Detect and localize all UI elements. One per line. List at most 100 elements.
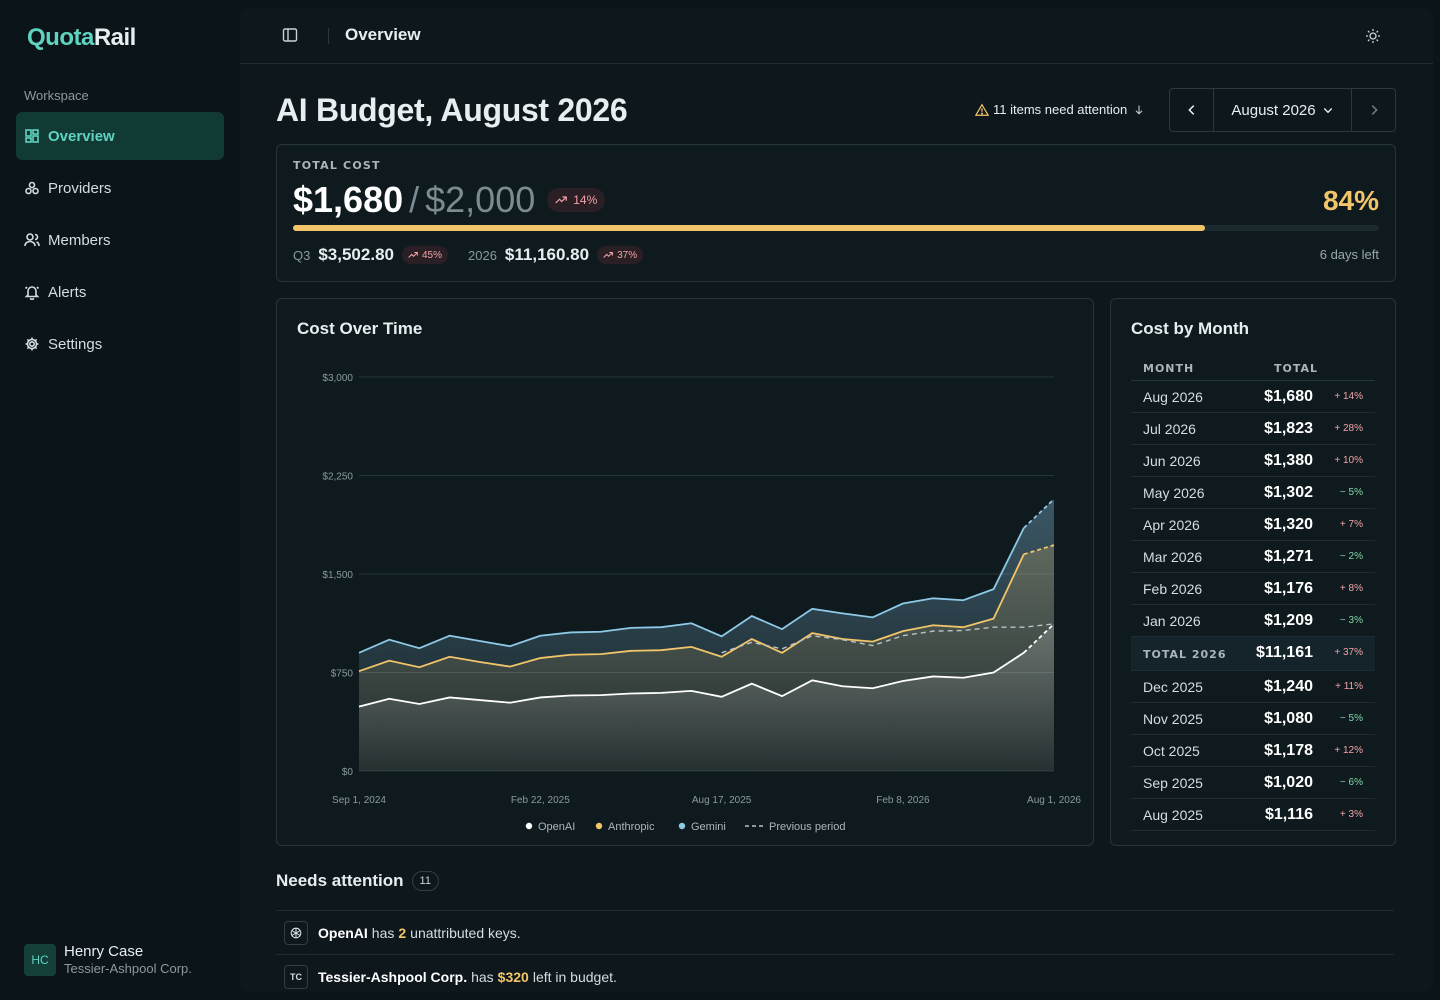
y-tick-label: $3,000: [322, 373, 353, 384]
members-icon: [24, 233, 40, 247]
budget-progress-bar: [293, 225, 1379, 231]
total-cell: $1,380: [1264, 452, 1313, 469]
attention-count-badge: 11: [411, 871, 439, 891]
sidebar-item-settings[interactable]: Settings: [16, 320, 224, 368]
sidebar-item-label: Alerts: [48, 283, 87, 301]
logo[interactable]: QuotaRail: [27, 24, 136, 52]
change-cell: + 11%: [1335, 681, 1363, 692]
change-cell: − 3%: [1339, 615, 1363, 626]
trend-up-icon: [555, 196, 568, 204]
total-cell: $1,209: [1264, 612, 1313, 629]
year-change-badge: 37%: [597, 246, 644, 264]
legend-swatch-gemini: [678, 822, 686, 830]
page-title: Overview: [345, 25, 421, 44]
table-row: Dec 2025 $1,240 + 11%: [1131, 671, 1375, 703]
table-row: Jul 2026 $1,823 + 28%: [1131, 413, 1375, 445]
line-anthropic: [358, 553, 1025, 673]
logo-part-b: Rail: [93, 24, 137, 51]
sidebar-item-members[interactable]: Members: [16, 216, 224, 264]
attention-text-pre: has: [471, 968, 494, 985]
sidebar-item-alerts[interactable]: Alerts: [16, 268, 224, 316]
month-select[interactable]: August 2026: [1213, 89, 1352, 131]
change-cell: + 3%: [1339, 809, 1363, 820]
total-cell: $1,240: [1264, 678, 1313, 695]
avatar: HC: [24, 943, 56, 976]
month-table-body: Aug 2026 $1,680 + 14% Jul 2026 $1,823 + 28% Ju…: [1131, 381, 1375, 831]
change-cell: + 7%: [1339, 519, 1363, 530]
legend-label-anthropic: Anthropic: [608, 821, 655, 833]
month-cell: Apr 2026: [1143, 517, 1200, 533]
total-cell: $1,271: [1264, 548, 1313, 565]
month-cell: Oct 2025: [1143, 743, 1200, 759]
table-row: Apr 2026 $1,320 + 7%: [1131, 509, 1375, 541]
topbar: Overview: [240, 8, 1433, 64]
table-row: Aug 2025 $1,116 + 3%: [1131, 799, 1375, 831]
q3-label: Q3: [293, 247, 311, 263]
year-label: 2026: [468, 247, 497, 263]
month-select-value: August 2026: [1231, 101, 1316, 119]
cost-change-value: 14%: [573, 193, 598, 207]
sidebar-item-overview[interactable]: Overview: [16, 112, 224, 160]
month-cell: Nov 2025: [1143, 711, 1203, 727]
table-row: May 2026 $1,302 − 5%: [1131, 477, 1375, 509]
sidebar-item-label: Settings: [48, 335, 103, 353]
total-cost-value: $1,680: [293, 179, 404, 220]
total-cell: $1,116: [1264, 806, 1313, 823]
next-month-button[interactable]: [1352, 89, 1395, 131]
change-cell: − 6%: [1339, 777, 1363, 788]
sidebar-item-providers[interactable]: Providers: [16, 164, 224, 212]
change-cell: + 8%: [1339, 583, 1363, 594]
total-cell: $1,320: [1264, 516, 1313, 533]
total-cell: $1,178: [1264, 742, 1313, 759]
change-cell: + 10%: [1334, 455, 1363, 466]
theme-toggle-icon[interactable]: [1365, 28, 1381, 44]
total-cell: $1,823: [1264, 420, 1313, 437]
legend-label-previous-period: Previous period: [769, 821, 845, 833]
total-cell: $11,161: [1256, 644, 1313, 661]
needs-attention-title: Needs attention: [276, 871, 404, 890]
main-panel: Overview AI Budget, August 2026 11 items…: [240, 8, 1433, 992]
line-gemini: [358, 527, 1025, 654]
total-cell: $1,680: [1264, 388, 1313, 405]
user-profile[interactable]: HC Henry Case Tessier-Ashpool Corp.: [24, 943, 192, 976]
trend-up-icon: [603, 252, 613, 258]
q3-change-badge: 45%: [401, 246, 448, 264]
sidebar-toggle-icon[interactable]: [282, 27, 298, 43]
attention-text-pre: has: [371, 924, 395, 941]
table-row: Oct 2025 $1,178 + 12%: [1131, 735, 1375, 767]
warning-icon: [975, 103, 989, 116]
gear-icon: [25, 337, 39, 351]
line-openai: [358, 652, 1025, 708]
y-tick-label: $1,500: [322, 570, 353, 581]
month-cell: Sep 2025: [1143, 775, 1203, 791]
month-cell: Feb 2026: [1143, 581, 1203, 597]
month-cell: Jan 2026: [1143, 613, 1201, 629]
attention-entity: Tessier-Ashpool Corp.: [318, 968, 468, 985]
total-cost-row: $1,680 / $2,000 14%: [293, 179, 606, 221]
budget-progress-fill: [293, 225, 1206, 231]
total-cell: $1,020: [1264, 774, 1313, 791]
table-row: Jun 2026 $1,380 + 10%: [1131, 445, 1375, 477]
bell-icon: [24, 286, 40, 300]
q3-value: $3,502.80: [318, 245, 394, 264]
area-openai: [359, 623, 1054, 771]
list-item[interactable]: TC Tessier-Ashpool Corp. has $320 left i…: [276, 954, 1394, 992]
cost-change-badge: 14%: [547, 188, 606, 212]
attention-link[interactable]: 11 items need attention: [975, 102, 1149, 117]
days-left: 6 days left: [1319, 247, 1379, 262]
prev-month-button[interactable]: [1170, 89, 1213, 131]
line-anthropic-projection: [1023, 544, 1055, 556]
list-item[interactable]: OpenAI has 2 unattributed keys.: [276, 910, 1394, 954]
q3-change-value: 45%: [421, 249, 442, 261]
y-tick-label: $2,250: [322, 472, 353, 483]
month-cell: TOTAL 2026: [1143, 648, 1227, 661]
logo-part-a: Quota: [27, 24, 94, 51]
cost-over-time-chart[interactable]: $0 $750 $1,500 $2,250 $3,000 Sep 1, 2024 Feb 2…: [277, 299, 1095, 847]
y-tick-label: $0: [342, 767, 354, 778]
year-change-value: 37%: [617, 249, 638, 261]
month-cell: May 2026: [1143, 485, 1205, 501]
user-name: Henry Case: [64, 943, 144, 960]
table-row: Sep 2025 $1,020 − 6%: [1131, 767, 1375, 799]
attention-value: $320: [497, 968, 529, 985]
x-tick-label: Aug 1, 2026: [1027, 795, 1081, 806]
